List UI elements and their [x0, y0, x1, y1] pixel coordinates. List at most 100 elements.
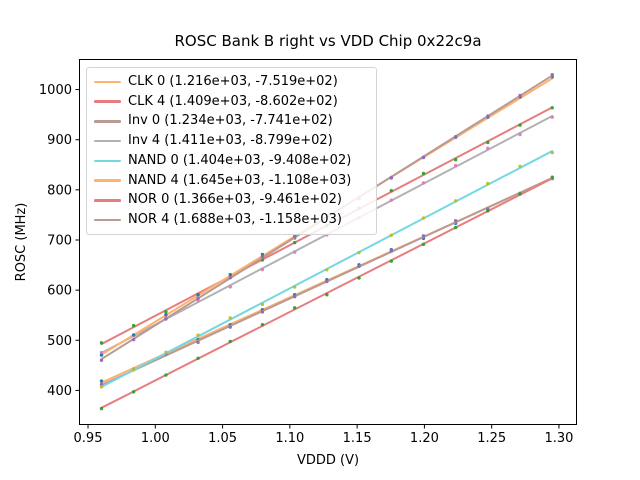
data-point-inv-4: [550, 115, 554, 119]
data-point-nand-0: [99, 385, 104, 389]
data-point-nor-0: [292, 306, 297, 310]
data-point-inv-4: [389, 198, 394, 202]
data-point-nor-0: [164, 373, 168, 377]
data-point-nor-4: [518, 93, 522, 98]
data-point-nand-0: [292, 285, 297, 289]
data-point-inv-4: [486, 146, 490, 150]
legend-line-swatch: [94, 80, 121, 84]
legend-entry-nor-0: NOR 0 (1.366e+03, -9.461e+02): [87, 191, 376, 211]
data-point-nor-0: [99, 406, 104, 411]
data-point-nand-0: [550, 150, 554, 155]
x-tick-label: 1.10: [275, 431, 304, 446]
data-point-inv-0: [228, 325, 232, 329]
legend-label: NAND 4 (1.645e+03, -1.108e+03): [128, 172, 352, 188]
x-tick-label: 1.30: [544, 431, 573, 446]
data-point-inv-0: [421, 234, 426, 238]
legend-entry-inv-4: Inv 4 (1.411e+03, -8.799e+02): [87, 131, 376, 151]
data-point-nand-4: [196, 292, 200, 297]
legend-line-swatch: [94, 159, 121, 163]
legend-label: NOR 4 (1.688e+03, -1.158e+03): [128, 212, 342, 228]
legend-label: NAND 0 (1.404e+03, -9.408e+02): [128, 152, 352, 168]
data-point-clk-4: [518, 123, 522, 127]
legend-label: NOR 0 (1.366e+03, -9.461e+02): [128, 192, 342, 208]
legend-line-swatch: [94, 218, 121, 222]
data-point-inv-4: [421, 181, 426, 185]
data-point-nand-0: [357, 250, 361, 255]
data-point-inv-4: [260, 267, 265, 272]
legend-entry-clk-4: CLK 4 (1.409e+03, -8.602e+02): [87, 92, 376, 112]
data-point-clk-0: [99, 379, 104, 383]
y-axis-label: ROSC (MHz): [14, 202, 29, 282]
data-point-inv-4: [292, 250, 297, 254]
data-point-nor-0: [325, 292, 329, 297]
data-point-nor-4: [453, 135, 458, 139]
data-point-nand-0: [228, 316, 232, 320]
legend-entry-nand-0: NAND 0 (1.404e+03, -9.408e+02): [87, 151, 376, 171]
data-point-nor-4: [421, 155, 426, 160]
legend-label: CLK 4 (1.409e+03, -8.602e+02): [128, 93, 338, 109]
y-tick-label: 1000: [39, 83, 72, 98]
y-tick-label: 400: [47, 384, 72, 399]
data-point-nor-0: [389, 259, 394, 263]
data-point-nand-0: [518, 164, 522, 168]
x-axis-label: VDDD (V): [296, 453, 360, 468]
data-point-nand-0: [196, 333, 200, 337]
x-tick-label: 1.20: [410, 431, 439, 446]
data-point-inv-0: [325, 279, 329, 284]
data-point-nand-0: [131, 367, 136, 372]
legend-line-swatch: [94, 120, 121, 123]
data-point-nor-4: [389, 176, 394, 180]
data-point-clk-4: [453, 158, 458, 162]
legend-label: Inv 4 (1.411e+03, -8.799e+02): [128, 133, 333, 149]
y-tick-label: 500: [47, 334, 72, 349]
data-point-nor-4: [131, 337, 136, 342]
data-point-inv-4: [228, 285, 232, 289]
data-point-inv-0: [99, 382, 104, 387]
x-tick-label: 1.25: [477, 431, 506, 446]
data-point-inv-0: [357, 264, 361, 269]
data-point-nand-4: [260, 252, 265, 257]
data-point-nor-0: [196, 356, 200, 360]
legend-label: Inv 0 (1.234e+03, -7.741e+02): [128, 113, 333, 129]
data-point-nor-0: [260, 323, 265, 327]
data-point-inv-0: [292, 294, 297, 299]
legend: CLK 0 (1.216e+03, -7.519e+02) CLK 4 (1.40…: [86, 67, 377, 235]
legend-label: CLK 0 (1.216e+03, -7.519e+02): [128, 73, 338, 89]
data-point-nor-0: [518, 192, 522, 196]
data-point-clk-4: [550, 106, 554, 110]
data-point-nor-4: [550, 72, 554, 77]
legend-entry-nor-4: NOR 4 (1.688e+03, -1.158e+03): [87, 210, 376, 230]
data-point-nand-4: [131, 333, 136, 337]
data-point-clk-4: [421, 171, 426, 176]
data-point-inv-0: [453, 218, 458, 223]
data-point-nand-0: [325, 268, 329, 272]
data-point-nand-0: [486, 181, 490, 186]
data-point-inv-0: [260, 310, 265, 314]
data-point-nor-4: [164, 317, 168, 321]
data-point-nand-4: [228, 272, 232, 277]
data-point-nand-0: [421, 216, 426, 220]
data-point-nor-4: [228, 275, 232, 280]
data-point-clk-4: [164, 310, 168, 314]
data-point-nand-4: [99, 353, 104, 357]
legend-line-swatch: [94, 100, 121, 103]
data-point-clk-4: [486, 140, 490, 145]
data-point-nor-4: [196, 296, 200, 301]
y-tick-label: 900: [47, 133, 72, 148]
x-tick-label: 1.05: [208, 431, 237, 446]
y-tick-label: 600: [47, 284, 72, 299]
data-point-inv-0: [389, 249, 394, 253]
data-point-nand-0: [164, 350, 168, 355]
x-tick-label: 1.00: [141, 431, 170, 446]
data-point-nor-4: [260, 255, 265, 259]
data-point-clk-4: [292, 240, 297, 245]
chart-title: ROSC Bank B right vs VDD Chip 0x22c9a: [174, 32, 482, 50]
data-point-inv-4: [518, 132, 522, 137]
data-point-inv-0: [196, 340, 200, 345]
y-tick-label: 700: [47, 233, 72, 248]
data-point-nor-0: [453, 225, 458, 230]
data-point-nand-0: [260, 302, 265, 307]
data-point-clk-4: [99, 341, 104, 345]
